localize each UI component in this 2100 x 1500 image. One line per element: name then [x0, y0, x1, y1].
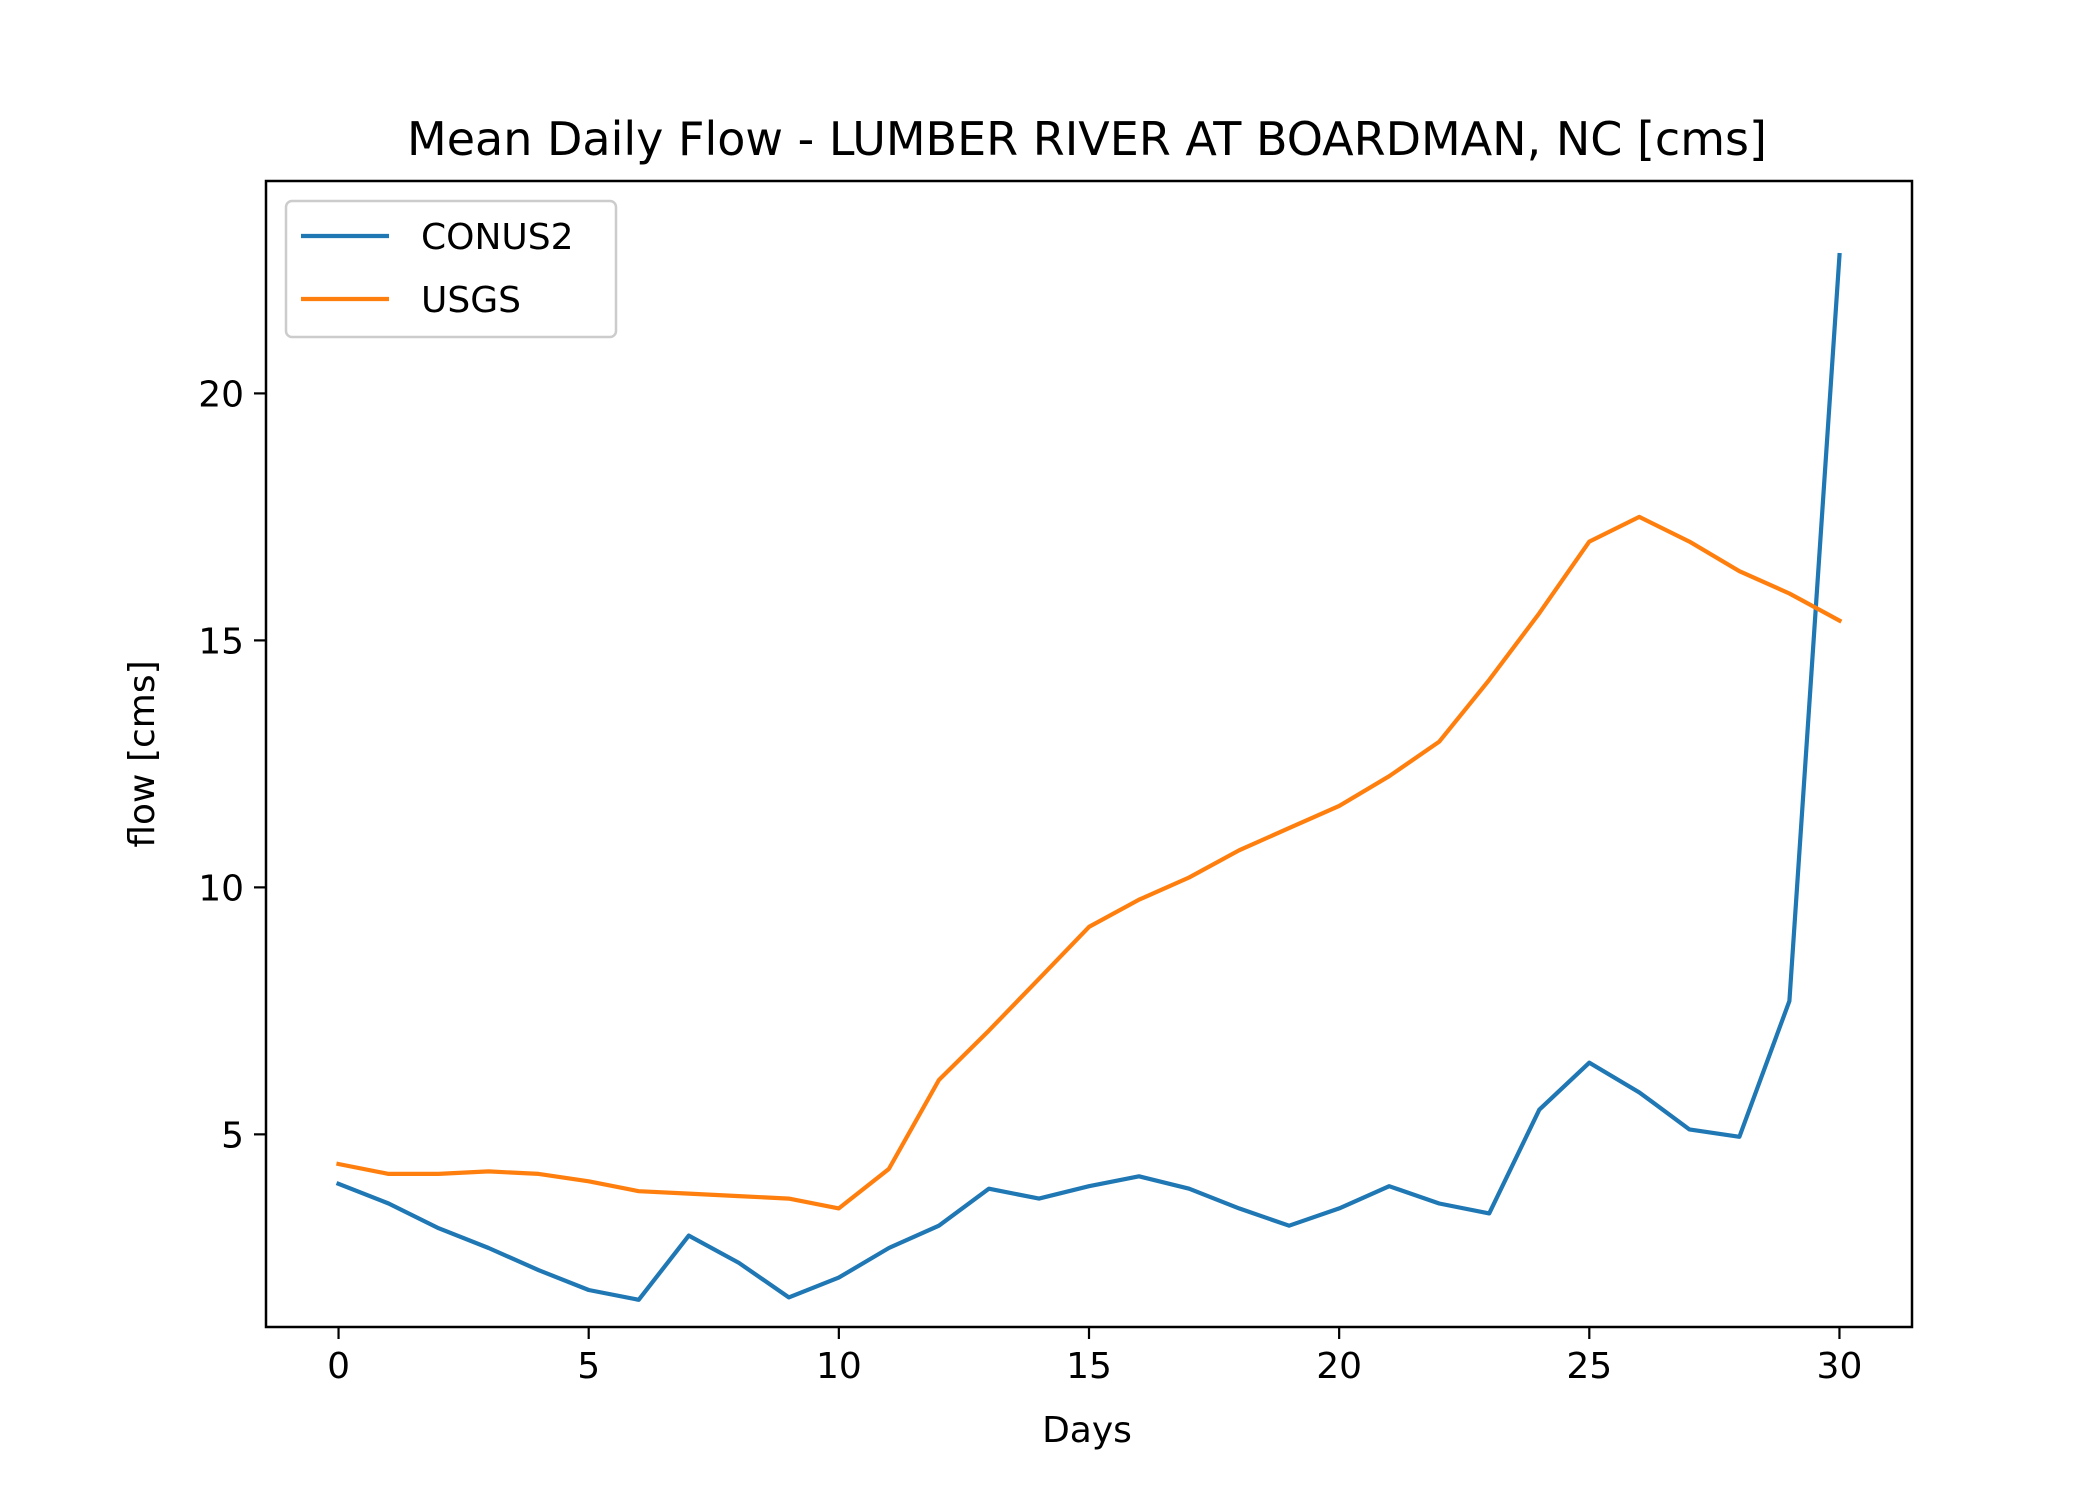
x-tick-label: 30	[1817, 1346, 1863, 1387]
chart-title: Mean Daily Flow - LUMBER RIVER AT BOARDM…	[407, 112, 1767, 166]
x-tick-label: 5	[577, 1346, 600, 1387]
x-tick-label: 15	[1066, 1346, 1112, 1387]
x-tick-label: 25	[1566, 1346, 1612, 1387]
legend-label-usgs: USGS	[421, 280, 521, 321]
x-tick-label: 10	[816, 1346, 862, 1387]
y-tick-label: 10	[198, 868, 244, 909]
series-line-conus2	[335, 252, 1842, 1302]
x-tick-label: 0	[327, 1346, 350, 1387]
y-tick-label: 15	[198, 621, 244, 662]
y-axis: 5 10 15 20	[198, 374, 266, 1156]
legend-label-conus2: CONUS2	[421, 217, 574, 258]
plot-frame	[264, 179, 1914, 1329]
legend: CONUS2 USGS	[284, 199, 618, 339]
series-line-usgs	[336, 514, 1843, 1211]
x-axis-label: Days	[1042, 1410, 1132, 1451]
y-tick-label: 5	[221, 1115, 244, 1156]
y-tick-label: 20	[198, 374, 244, 415]
plot-series	[335, 252, 1843, 1302]
x-axis: 0 5 10 15 20 25 30	[327, 1327, 1862, 1387]
y-axis-label: flow [cms]	[122, 660, 163, 847]
x-tick-label: 20	[1316, 1346, 1362, 1387]
